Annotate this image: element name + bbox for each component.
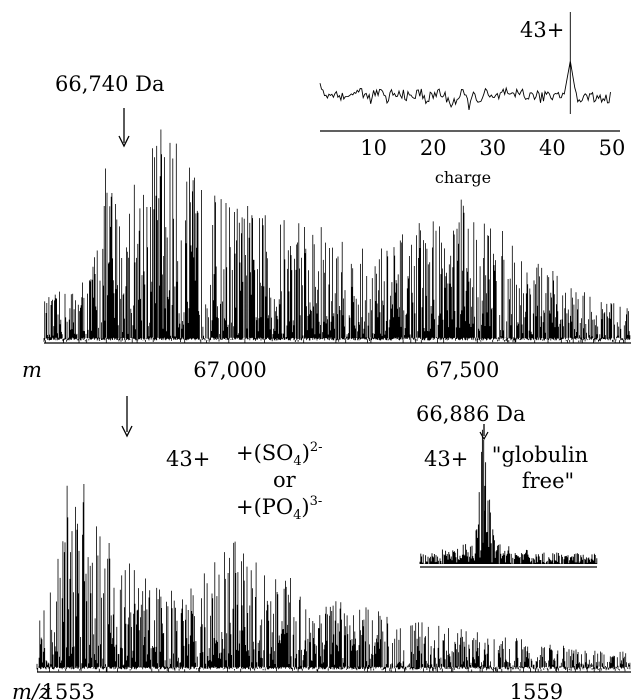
- charge-inset-tick-10: 10: [360, 136, 387, 160]
- bottom-spectrum-trace: [36, 484, 631, 672]
- charge-inset-tick-50: 50: [599, 136, 626, 160]
- globulin-free-mass-label: 66,886 Da: [416, 402, 526, 426]
- globulin-free-arrowhead: [479, 431, 489, 441]
- bottom-charge-annotation: 43+: [166, 447, 210, 471]
- bottom-x-axis-label: m/z: [12, 680, 51, 700]
- charge-inset-trace: [319, 12, 611, 114]
- globulin-free-inset: 66,886 Da 43+ "globulin free": [416, 402, 598, 568]
- phosphate-superscript: 3-: [310, 494, 323, 509]
- top-x-axis-label: m: [22, 358, 42, 382]
- globulin-free-note-line2: free": [522, 469, 574, 493]
- sulfate-subscript: 4: [293, 454, 301, 469]
- charge-inset: 10 20 30 40 50 charge 43+: [319, 12, 625, 187]
- globulin-free-charge-label: 43+: [424, 447, 468, 471]
- or-label: or: [273, 468, 297, 492]
- sulfate-adduct-label: +(SO4)2-: [236, 440, 323, 469]
- bottom-x-tick-labels: 1553 1559: [41, 680, 563, 700]
- bottom-mz-spectrum-panel: m/z 1553 1559 43+ +(SO4)2- or +(PO4)3- 66…: [12, 396, 631, 700]
- phosphate-subscript: 4: [293, 508, 301, 523]
- top-x-tick-labels: 67,000 67,500: [193, 358, 499, 382]
- charge-inset-tick-20: 20: [420, 136, 447, 160]
- globulin-free-inset-trace: [419, 429, 598, 564]
- top-tick-label-0: 67,000: [193, 358, 266, 382]
- charge-inset-peak-label: 43+: [520, 18, 564, 42]
- top-tick-label-1: 67,500: [426, 358, 499, 382]
- phosphate-adduct-label: +(PO4)3-: [236, 494, 322, 523]
- charge-inset-tick-40: 40: [539, 136, 566, 160]
- top-spectrum-trace: [43, 129, 631, 343]
- top-peak-annotation: 66,740 Da: [55, 72, 165, 96]
- globulin-free-note-line1: "globulin: [492, 443, 588, 467]
- bottom-peak-arrowhead: [121, 425, 133, 438]
- top-peak-arrowhead: [118, 135, 130, 148]
- charge-inset-tick-30: 30: [479, 136, 506, 160]
- bottom-tick-label-1: 1559: [510, 680, 563, 700]
- charge-inset-tick-labels: 10 20 30 40 50: [360, 136, 625, 160]
- bottom-tick-label-0: 1553: [41, 680, 94, 700]
- top-mass-spectrum-panel: m 67,000 67,500 66,740 Da 10 20 30 40 50 char…: [22, 12, 631, 382]
- charge-inset-x-label: charge: [435, 168, 491, 187]
- sulfate-superscript: 2-: [310, 440, 323, 455]
